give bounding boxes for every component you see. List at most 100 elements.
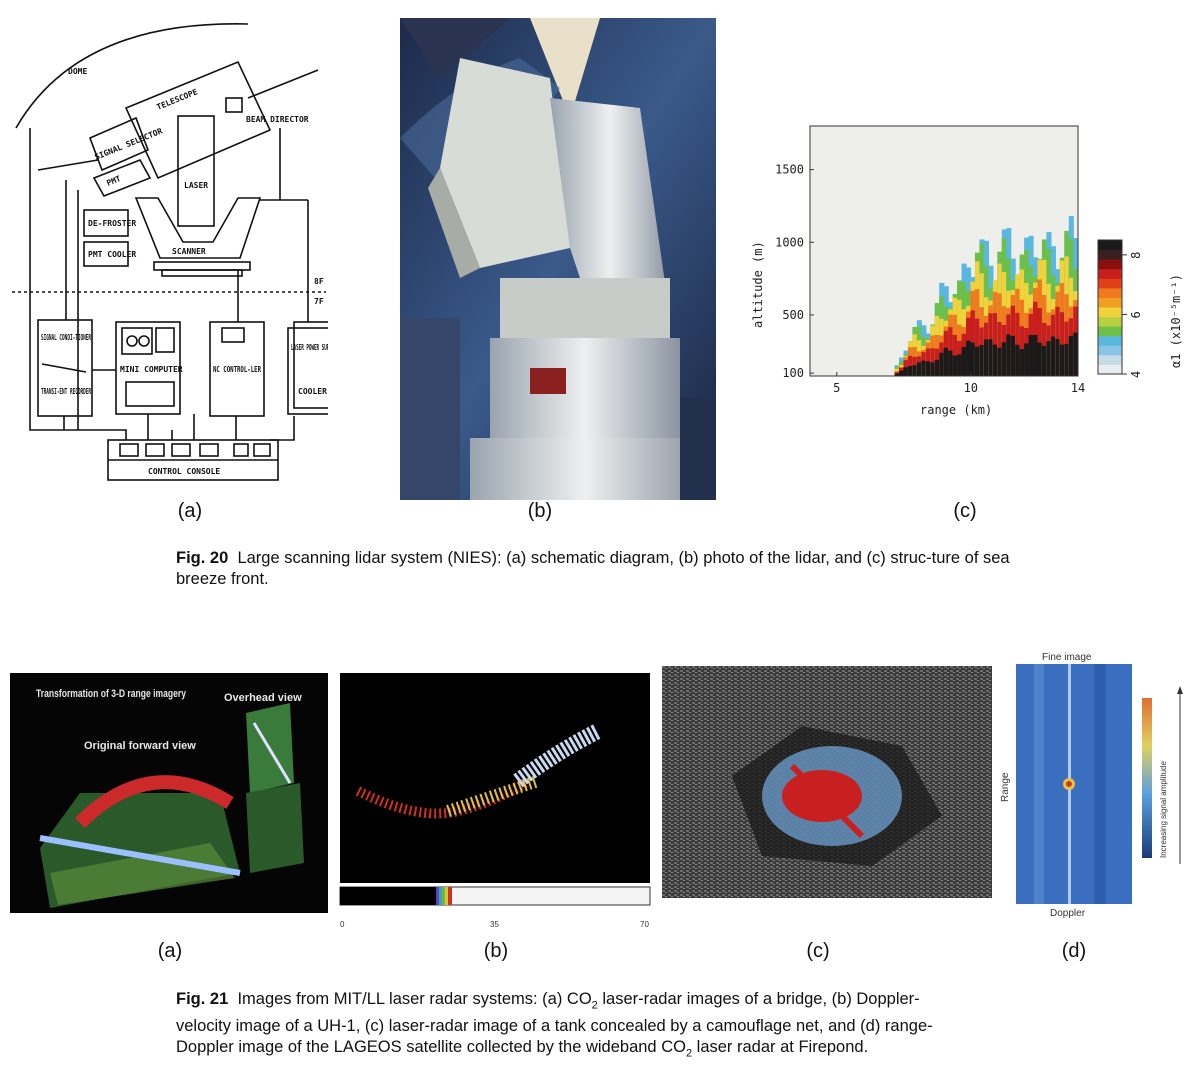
colorbar-swatch xyxy=(1098,240,1122,251)
heat-cell xyxy=(916,362,922,376)
fig21-caption-line1: Fig. 21 Images from MIT/LL laser radar s… xyxy=(176,989,1046,1016)
colorbar-tick-label-6: 6 xyxy=(1129,311,1143,318)
heat-cell xyxy=(952,334,958,376)
heat-cell xyxy=(907,355,914,376)
heat-cell xyxy=(1015,312,1021,376)
heat-cell xyxy=(930,348,936,376)
colorbar-border xyxy=(1097,239,1123,375)
fig21-caption-sub-1: 2 xyxy=(591,999,598,1012)
scale-tick-35: 35 xyxy=(490,920,499,929)
heat-cell xyxy=(992,344,998,376)
fig21-label-d: (d) xyxy=(1061,940,1087,962)
heat-cell xyxy=(983,339,989,376)
colorbar-swatch xyxy=(1098,364,1122,375)
colorbar-swatch xyxy=(1098,354,1122,365)
colorbar-swatch xyxy=(1098,345,1122,356)
colorbar: 4 6 8 xyxy=(1097,239,1143,378)
colorbar-swatch xyxy=(1098,249,1122,260)
heat-cell xyxy=(925,361,931,376)
mini-computer-label: MINI COMPUTER xyxy=(120,365,183,374)
heat-cell xyxy=(1068,336,1074,376)
y-tick-label-1000: 1000 xyxy=(775,235,804,249)
y-tick-label-500: 500 xyxy=(782,308,804,322)
floor-7f-label: 7F xyxy=(314,297,324,306)
fig21-tank-image xyxy=(662,666,992,898)
heat-cell xyxy=(988,339,994,376)
heat-cell xyxy=(930,362,936,376)
fig21-doppler-image: 0 35 70 xyxy=(339,673,651,929)
heat-cell xyxy=(979,344,985,376)
fig20-label-b: (b) xyxy=(527,500,553,522)
forward-view-label: Original forward view xyxy=(84,740,196,752)
colorbar-swatch xyxy=(1098,326,1122,337)
heat-cell xyxy=(1028,335,1034,376)
heat-cell xyxy=(894,373,900,376)
fig20-schematic-diagram: DOME TELESCOPE BEAM DIRECTOR SIGNAL SELE… xyxy=(12,23,328,481)
fig21-caption-label: Fig. 21 xyxy=(176,990,229,1008)
heat-cell xyxy=(907,366,914,376)
x-axis-ticks: 5 10 14 xyxy=(833,372,1085,395)
fig21-caption-line3: Doppler image of the LAGEOS satellite co… xyxy=(176,1037,1046,1064)
heat-cell xyxy=(1037,342,1043,376)
range-axis-label: Range xyxy=(1000,772,1011,802)
heat-cell xyxy=(1037,308,1043,376)
x-tick-label-14: 14 xyxy=(1071,381,1085,395)
fig21-caption-line2: velocity image of a UH-1, (c) laser-rada… xyxy=(176,1017,933,1036)
scale-tick-0: 0 xyxy=(340,920,345,929)
colorbar-tick-label-4: 4 xyxy=(1129,371,1143,378)
heat-cell xyxy=(903,367,909,376)
fig20-lidar-photo xyxy=(400,18,716,500)
heat-cell xyxy=(961,346,967,376)
colorbar-swatch xyxy=(1098,307,1122,318)
heat-cell xyxy=(1010,335,1016,376)
fig21-label-a: (a) xyxy=(157,940,183,962)
fig20-heatmap-chart: 100 500 1000 1500 5 10 14 altitude (m) range … xyxy=(751,125,1183,417)
fig20-label-a: (a) xyxy=(177,500,203,522)
colorbar-swatch xyxy=(1098,259,1122,270)
fig21-caption-text-3a: Doppler image of the LAGEOS satellite co… xyxy=(176,1038,686,1057)
heat-cell xyxy=(966,340,972,376)
heat-cell xyxy=(974,346,981,376)
overhead-view-label: Overhead view xyxy=(224,692,302,704)
heat-cell xyxy=(1059,344,1065,376)
fig21-caption-text-3b: laser radar at Firepond. xyxy=(692,1038,869,1057)
telescope-label: TELESCOPE xyxy=(155,87,199,112)
heat-cell xyxy=(1041,345,1048,376)
heat-cell xyxy=(1006,334,1012,376)
heat-cell xyxy=(1059,312,1065,376)
heatmap-cells xyxy=(894,216,1079,376)
heat-cell xyxy=(939,352,945,376)
fig20-caption-label: Fig. 20 xyxy=(176,549,229,567)
heat-cell xyxy=(912,365,918,376)
heat-cell xyxy=(921,360,927,376)
y-tick-label-1500: 1500 xyxy=(775,163,804,177)
laser-power-supply-label: LASER POWER SUPPLY xyxy=(291,343,328,352)
heat-cell xyxy=(1046,341,1052,376)
heat-cell xyxy=(1073,332,1079,376)
heat-cell xyxy=(970,342,976,376)
colorbar-swatch xyxy=(1098,268,1122,279)
fine-image-label: Fine image xyxy=(1042,652,1092,663)
doppler-axis-label: Doppler xyxy=(1050,908,1086,918)
heat-cell xyxy=(1024,343,1030,376)
heat-cell xyxy=(952,355,958,376)
transient-recorder-label: TRANSI-ENT RECORDER xyxy=(41,387,91,396)
heat-cell xyxy=(934,359,940,376)
y-axis-ticks: 100 500 1000 1500 xyxy=(775,163,814,380)
fig21-range-doppler-image: Fine image Range Doppler Increasing sign… xyxy=(1000,652,1183,918)
colorbar-label: α1 (x10⁻⁵m⁻¹) xyxy=(1169,274,1183,368)
heat-cell xyxy=(1015,344,1021,376)
fig21-caption-sub-3: 2 xyxy=(685,1047,693,1060)
dome-label: DOME xyxy=(68,67,87,76)
fig20-caption: Fig. 20 Large scanning lidar system (NIE… xyxy=(176,548,1026,590)
fig20-caption-text: Large scanning lidar system (NIES): (a) … xyxy=(176,549,1010,588)
colorbar-swatch xyxy=(1098,287,1122,298)
x-tick-label-10: 10 xyxy=(964,381,978,395)
amplitude-colorbar xyxy=(1142,698,1152,858)
fig21-caption-text-1b: laser-radar images of a bridge, (b) Dopp… xyxy=(597,990,920,1008)
heat-cell xyxy=(1001,342,1007,376)
signal-conditioner-label: SIGNAL CONDI-TIONER xyxy=(41,333,91,342)
scanner-label: SCANNER xyxy=(172,247,206,256)
fig21-label-b: (b) xyxy=(483,940,509,962)
heat-cell xyxy=(1019,349,1025,376)
